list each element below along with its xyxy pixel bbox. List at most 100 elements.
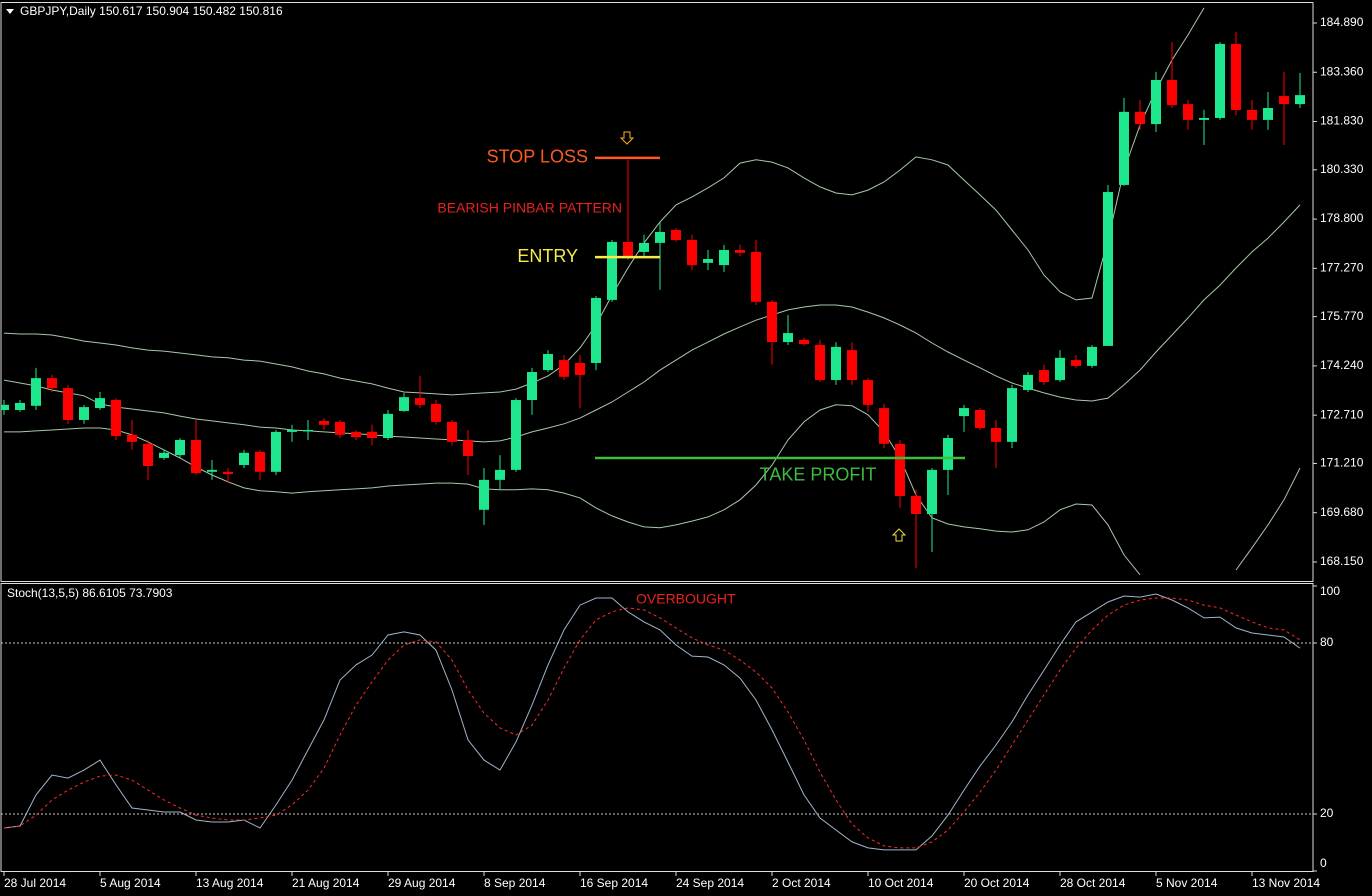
candle-body: [191, 439, 201, 474]
candle-body: [207, 469, 217, 472]
x-tick-label: 13 Nov 2014: [1252, 876, 1320, 890]
price-plot: [1, 7, 1305, 576]
y-tick-label: 181.830: [1320, 114, 1364, 128]
annotation: TAKE PROFIT: [760, 465, 877, 485]
candle-body: [399, 397, 409, 411]
y-tick-label: 183.360: [1320, 64, 1364, 78]
candle-body: [239, 452, 249, 466]
price-panel-title: GBPJPY,Daily 150.617 150.904 150.482 150…: [20, 4, 283, 18]
candle-body: [223, 471, 233, 475]
price-panel-frame: [0, 2, 1314, 582]
candle-body: [1055, 357, 1065, 381]
candle-body: [815, 344, 825, 381]
stoch-panel-frame: [0, 583, 1314, 872]
candle-body: [911, 495, 921, 514]
candle-body: [1103, 192, 1113, 346]
indicator-line: [3, 597, 1301, 849]
candle-body: [559, 360, 569, 377]
candle-body: [783, 333, 793, 343]
x-tick-label: 5 Aug 2014: [100, 876, 161, 890]
y-tick-label: 175.770: [1320, 309, 1364, 323]
candle-body: [671, 230, 681, 241]
indicator-line: [3, 593, 1301, 851]
indicator-line: [3, 204, 1301, 443]
x-tick-label: 2 Oct 2014: [772, 876, 831, 890]
candle-body: [703, 258, 713, 263]
candle-body: [303, 429, 313, 432]
candle-body: [255, 451, 265, 472]
candle-body: [383, 413, 393, 439]
y-tick-label: 0: [1320, 856, 1327, 870]
candle-body: [447, 421, 457, 442]
y-tick-label: 177.270: [1320, 261, 1364, 275]
y-tick-label: 180.330: [1320, 162, 1364, 176]
axes: 184.890 183.360 181.830 180.330 178.800 177.2…: [3, 15, 1364, 890]
x-tick-label: 13 Aug 2014: [196, 876, 264, 890]
candle-body: [367, 431, 377, 439]
x-tick-label: 20 Oct 2014: [964, 876, 1030, 890]
candle-body: [95, 398, 105, 409]
y-tick-label: 100: [1320, 584, 1340, 598]
candle-body: [47, 378, 57, 389]
x-tick-label: 29 Aug 2014: [388, 876, 456, 890]
y-tick-label: 174.240: [1320, 358, 1364, 372]
x-tick-label: 28 Oct 2014: [1060, 876, 1126, 890]
candle-body: [639, 242, 649, 252]
candle-body: [895, 443, 905, 496]
candle-body: [63, 388, 73, 420]
candle-body: [127, 434, 137, 442]
candle-body: [863, 380, 873, 405]
candle-body: [351, 431, 361, 438]
x-tick-label: 28 Jul 2014: [4, 876, 66, 890]
y-tick-label: 169.680: [1320, 505, 1364, 519]
x-tick-label: 16 Sep 2014: [580, 876, 648, 890]
down-arrow-icon: [619, 131, 635, 145]
candle-body: [847, 350, 857, 381]
candle-body: [735, 249, 745, 253]
up-arrow-icon: [891, 528, 907, 542]
candle-body: [79, 407, 89, 420]
candle-body: [287, 429, 297, 432]
candle-body: [1023, 374, 1033, 391]
menu-triangle-icon[interactable]: [6, 9, 14, 14]
candle-body: [1087, 346, 1097, 366]
candle-body: [719, 249, 729, 266]
candle-body: [1247, 109, 1257, 120]
candle-body: [1215, 43, 1225, 118]
y-tick-label: 184.890: [1320, 15, 1364, 29]
candle-body: [799, 339, 809, 344]
candle-body: [751, 251, 761, 302]
x-tick-label: 8 Sep 2014: [484, 876, 546, 890]
candle-body: [463, 439, 473, 457]
candle-body: [575, 362, 585, 375]
y-tick-label: 20: [1320, 806, 1334, 820]
candle-body: [655, 231, 665, 243]
candle-body: [975, 410, 985, 429]
y-tick-label: 171.210: [1320, 456, 1364, 470]
annotation: OVERBOUGHT: [636, 591, 736, 607]
candle-body: [335, 421, 345, 435]
annotation: ENTRY: [517, 246, 578, 266]
candle-body: [959, 408, 969, 417]
candle-body: [1, 404, 9, 411]
candle-body: [1151, 79, 1161, 125]
x-tick-label: 21 Aug 2014: [292, 876, 360, 890]
stoch-panel-title: Stoch(13,5,5) 86.6105 73.7903: [7, 586, 173, 600]
candle-body: [175, 439, 185, 456]
x-tick-label: 10 Oct 2014: [868, 876, 934, 890]
candle-body: [879, 408, 889, 444]
candle-body: [991, 428, 1001, 442]
candle-body: [431, 403, 441, 422]
candle-body: [415, 398, 425, 405]
y-tick-label: 168.150: [1320, 554, 1364, 568]
candle-body: [831, 346, 841, 381]
candle-body: [1039, 370, 1049, 382]
candle-body: [271, 431, 281, 472]
candle-body: [543, 353, 553, 371]
candle-body: [1199, 117, 1209, 120]
candle-body: [511, 400, 521, 470]
candle-body: [1071, 360, 1081, 366]
candle-body: [15, 402, 25, 411]
